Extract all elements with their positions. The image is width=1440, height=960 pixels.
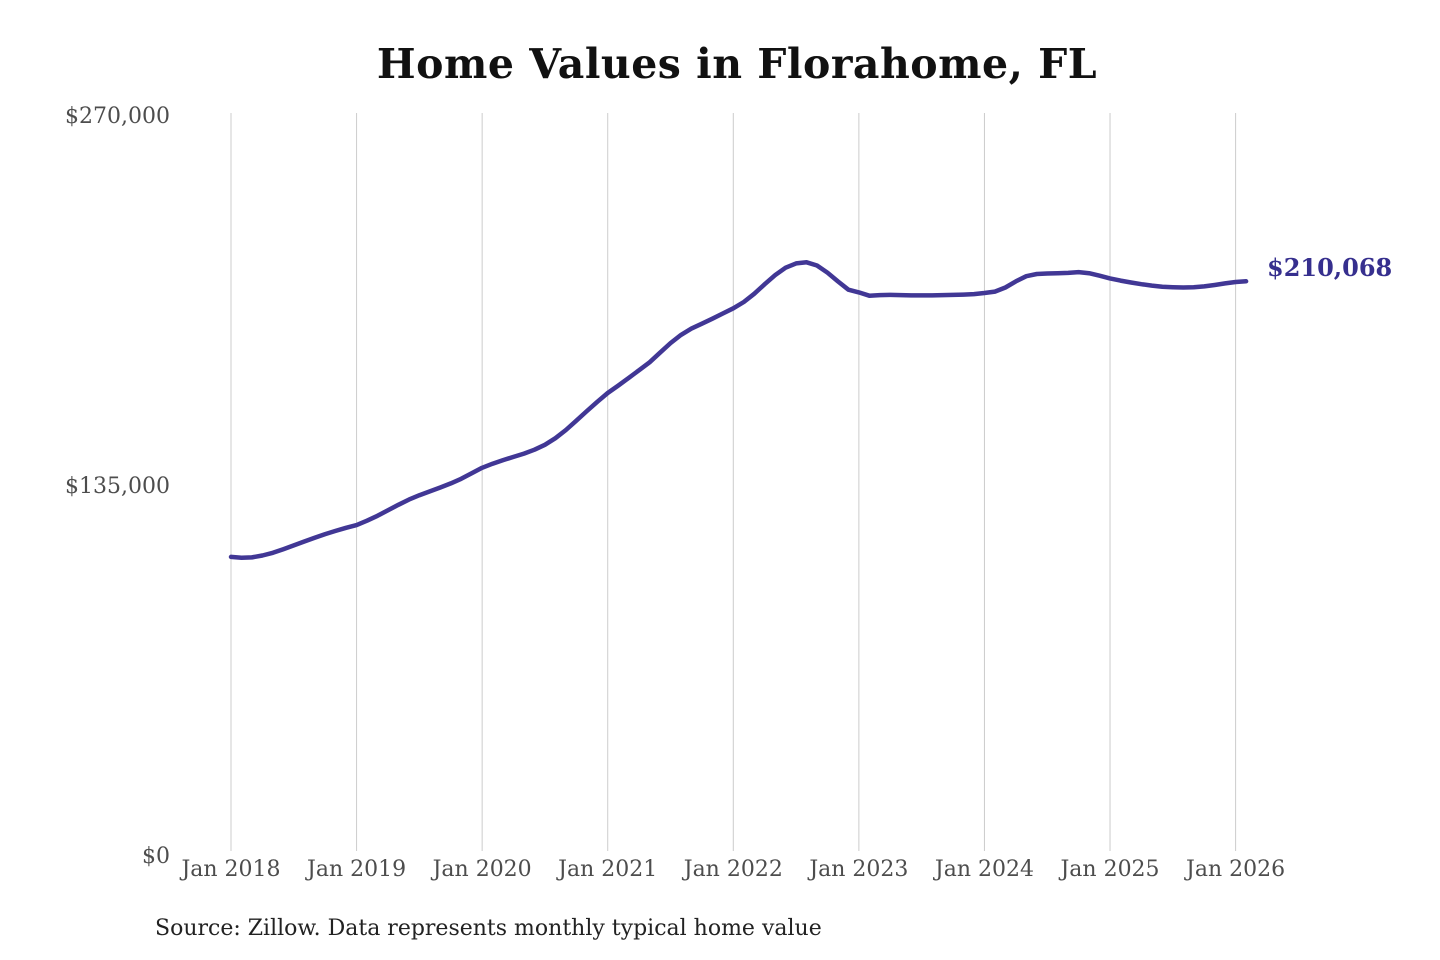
x-axis-label: Jan 2025 [1060, 857, 1160, 882]
y-axis-label: $0 [142, 844, 170, 869]
x-axis-label: Jan 2022 [683, 857, 783, 882]
x-axis-label: Jan 2018 [181, 857, 281, 882]
x-axis-label: Jan 2024 [934, 857, 1034, 882]
x-axis-label: Jan 2019 [307, 857, 407, 882]
home-value-line [228, 260, 1249, 560]
current-value-label: $210,068 [1267, 253, 1393, 282]
y-axis-label: $135,000 [65, 474, 170, 499]
x-axis-label: Jan 2026 [1186, 857, 1286, 882]
x-axis-label: Jan 2020 [432, 857, 532, 882]
y-axis-label: $270,000 [65, 104, 170, 129]
source-note: Source: Zillow. Data represents monthly … [155, 916, 822, 941]
x-axis-label: Jan 2021 [558, 857, 658, 882]
x-axis-label: Jan 2023 [809, 857, 909, 882]
chart-title: Home Values in Florahome, FL [376, 40, 1098, 88]
